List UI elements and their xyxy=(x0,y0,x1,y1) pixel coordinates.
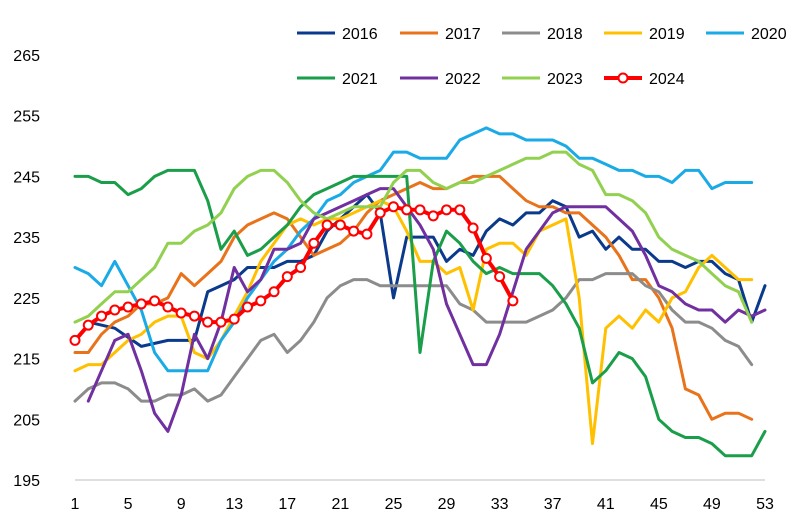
legend-label-2017: 2017 xyxy=(445,26,481,43)
axis-layer: 195 205 215 225 235 245 255 265 1 5 9 13 17 21 25 29 33 3… xyxy=(13,48,774,513)
legend-label-2018: 2018 xyxy=(547,26,583,43)
series-point-2024 xyxy=(149,295,161,307)
series-layer xyxy=(69,126,767,458)
series-point-2024 xyxy=(401,204,413,216)
series-line-2023 xyxy=(73,150,754,324)
series-point-2024 xyxy=(281,271,293,283)
legend-marker-2024 xyxy=(617,72,629,84)
legend-label-2020: 2020 xyxy=(751,26,787,43)
series-point-2024 xyxy=(202,316,214,328)
y-tick-label: 245 xyxy=(13,169,40,186)
y-tick-label: 195 xyxy=(13,473,40,490)
x-tick-label: 13 xyxy=(225,496,243,513)
series-point-2024 xyxy=(480,252,492,264)
x-tick-label: 17 xyxy=(278,496,296,513)
series-line-2018 xyxy=(73,272,754,403)
x-tick-label: 9 xyxy=(177,496,186,513)
series-point-2024 xyxy=(334,219,346,231)
y-tick-label: 215 xyxy=(13,352,40,369)
series-point-2024 xyxy=(82,319,94,331)
x-tick-label: 5 xyxy=(124,496,133,513)
series-point-2024 xyxy=(507,295,519,307)
legend-label-2019: 2019 xyxy=(649,26,685,43)
series-point-2024 xyxy=(188,310,200,322)
legend-label-2023: 2023 xyxy=(547,71,583,88)
series-point-2024 xyxy=(242,301,253,313)
series-point-2024 xyxy=(321,219,333,231)
x-tick-label: 29 xyxy=(438,496,456,513)
x-tick-label: 45 xyxy=(650,496,668,513)
y-tick-label: 255 xyxy=(13,109,40,126)
series-point-2024 xyxy=(69,334,81,346)
legend-label-2016: 2016 xyxy=(342,26,378,43)
series-line-2022 xyxy=(86,187,767,433)
series-point-2024 xyxy=(175,307,187,319)
y-tick-label: 235 xyxy=(13,230,40,247)
series-point-2024 xyxy=(295,262,307,273)
series-point-2024 xyxy=(228,313,240,325)
x-tick-label: 53 xyxy=(756,496,774,513)
series-point-2024 xyxy=(162,301,174,313)
series-point-2024 xyxy=(387,201,399,213)
series-point-2024 xyxy=(255,295,267,307)
series-line-2024 xyxy=(73,204,515,343)
x-tick-label: 33 xyxy=(491,496,509,513)
series-point-2024 xyxy=(215,316,227,328)
x-tick-label: 25 xyxy=(385,496,403,513)
y-tick-label: 265 xyxy=(13,48,40,65)
x-tick-label: 21 xyxy=(331,496,349,513)
x-tick-label: 37 xyxy=(544,496,562,513)
series-line-2017 xyxy=(73,174,754,421)
series-point-2024 xyxy=(374,207,386,219)
y-tick-label: 205 xyxy=(13,412,40,429)
series-point-2024 xyxy=(494,271,506,283)
series-point-2024 xyxy=(268,286,280,298)
legend: 2016 2017 2018 2019 2020 2021 2022 2023 2024 xyxy=(297,26,787,88)
legend-label-2022: 2022 xyxy=(445,71,481,88)
series-point-2024 xyxy=(135,298,147,310)
series-point-2024 xyxy=(96,310,108,322)
series-point-2024 xyxy=(414,204,426,216)
series-point-2024 xyxy=(348,225,360,237)
series-point-2024 xyxy=(109,304,121,316)
series-point-2024 xyxy=(308,237,320,249)
series-point-2024 xyxy=(427,210,439,222)
series-point-2024 xyxy=(122,301,134,313)
series-line-2016 xyxy=(86,193,767,348)
x-tick-label: 1 xyxy=(71,496,80,513)
y-tick-label: 225 xyxy=(13,291,40,308)
legend-label-2024: 2024 xyxy=(649,71,685,88)
series-point-2024 xyxy=(441,204,453,216)
series-point-2024 xyxy=(361,228,373,240)
series-point-2024 xyxy=(467,222,479,234)
series-line-2021 xyxy=(73,168,767,458)
legend-label-2021: 2021 xyxy=(342,71,378,88)
x-tick-label: 49 xyxy=(703,496,721,513)
series-point-2024 xyxy=(454,204,466,216)
x-tick-label: 41 xyxy=(597,496,615,513)
